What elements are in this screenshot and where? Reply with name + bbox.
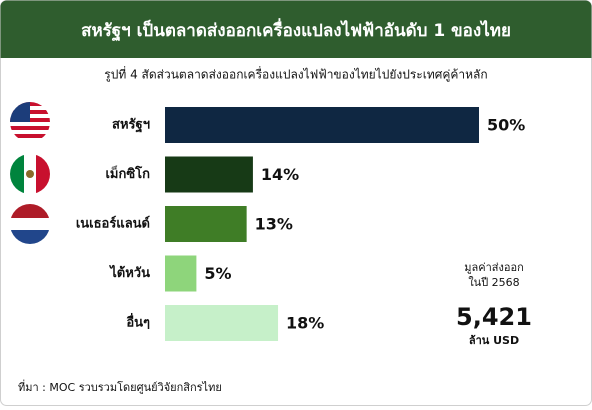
annotation-line2: ในปี 2568 xyxy=(468,276,519,289)
flag-mexico xyxy=(10,154,50,194)
value-label: 14% xyxy=(261,165,299,184)
flag-netherlands xyxy=(10,204,50,244)
annotation-line1: มูลค่าส่งออก xyxy=(464,261,524,274)
chart-title: สหรัฐฯ เป็นตลาดส่งออกเครื่องแปลงไฟฟ้าอัน… xyxy=(81,18,511,42)
bar xyxy=(165,107,479,143)
value-label: 5% xyxy=(204,264,231,283)
category-label: เม็กซิโก xyxy=(105,164,150,182)
bar xyxy=(165,156,253,193)
category-label: อื่นๆ xyxy=(126,313,150,331)
annotation-amount: 5,421 xyxy=(456,303,532,331)
source: ที่มา : MOC รวบรวมโดยศูนย์วิจัยกสิกรไทย xyxy=(18,379,222,394)
value-label: 18% xyxy=(286,314,324,333)
bar xyxy=(165,305,279,341)
category-label: ไต้หวัน xyxy=(108,264,150,281)
title-bar xyxy=(0,0,592,58)
value-label: 50% xyxy=(487,116,525,135)
category-label: สหรัฐฯ xyxy=(112,118,150,134)
annotation-unit: ล้าน USD xyxy=(469,334,519,347)
bar xyxy=(165,206,247,242)
bar xyxy=(165,255,197,292)
subtitle: รูปที่ 4 สัดส่วนตลาดส่งออกเครื่องแปลงไฟฟ… xyxy=(104,66,487,83)
category-label: เนเธอร์แลนด์ xyxy=(76,216,150,232)
value-label: 13% xyxy=(255,215,293,234)
flag-us xyxy=(10,102,50,142)
